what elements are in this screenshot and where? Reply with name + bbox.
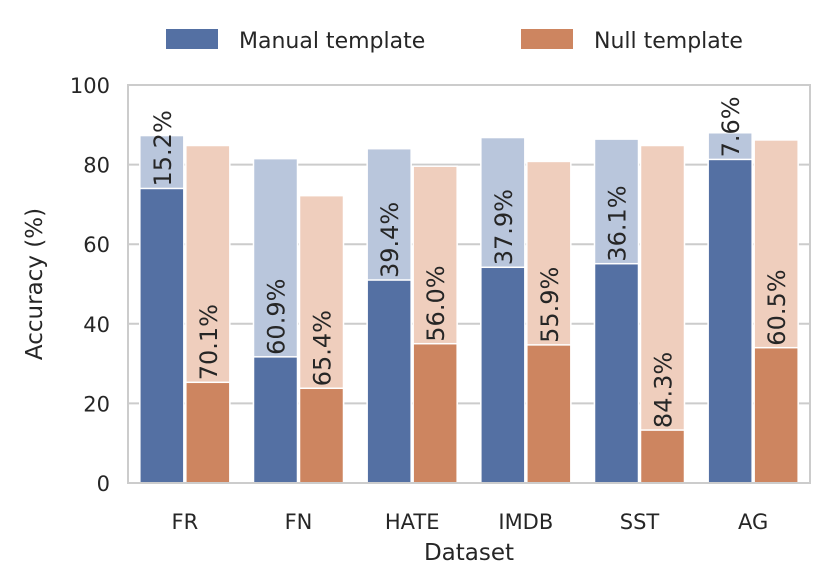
bar-label-manual-ag: 7.6% (717, 96, 745, 157)
bar-manual-fr (139, 187, 185, 484)
x-tick-labels: FR FN HATE IMDB SST AG (171, 510, 768, 534)
legend-swatch-null (521, 29, 573, 49)
bar-null-fr (185, 381, 231, 484)
bar-label-null-hate: 56.0% (422, 265, 450, 341)
legend-swatch-manual (166, 29, 218, 49)
bar-label-null-fr: 70.1% (195, 304, 223, 380)
bar-manual-fn (252, 356, 299, 484)
x-tick-ag: AG (738, 510, 768, 534)
y-tick-100: 100 (70, 74, 110, 98)
bar-label-manual-hate: 39.4% (376, 202, 404, 278)
bar-null-imdb (526, 344, 572, 484)
bar-null-hate (412, 342, 458, 484)
bar-label-manual-fr: 15.2% (149, 110, 177, 186)
bar-bg-null-sst (639, 144, 686, 484)
x-axis-title: Dataset (424, 540, 514, 566)
bar-manual-hate (366, 279, 412, 484)
x-tick-sst: SST (620, 510, 660, 534)
bar-label-manual-imdb: 37.9% (490, 189, 518, 265)
x-tick-fn: FN (285, 510, 313, 534)
y-tick-labels: 0 20 40 60 80 100 (70, 74, 110, 496)
legend-label-manual: Manual template (239, 29, 425, 54)
bar-label-null-sst: 84.3% (650, 352, 678, 428)
bar-null-fn (298, 387, 345, 484)
y-tick-20: 20 (83, 392, 110, 416)
bar-null-sst (639, 429, 686, 484)
legend-label-null: Null template (594, 29, 743, 54)
bar-labels: 15.2% 70.1% 60.9% 65.4% 39.4% 56.0% 37.9% 55.9%… (149, 96, 791, 428)
y-tick-0: 0 (97, 472, 110, 496)
plot-frame (127, 84, 811, 484)
bar-label-manual-fn: 60.9% (263, 279, 291, 355)
bar-label-null-imdb: 55.9% (536, 267, 564, 343)
x-tick-imdb: IMDB (498, 510, 553, 534)
bar-label-null-fn: 65.4% (309, 310, 337, 386)
y-axis-title: Accuracy (%) (22, 208, 48, 360)
y-tick-80: 80 (83, 154, 110, 178)
bar-label-manual-sst: 36.1% (604, 185, 632, 261)
bar-label-null-ag: 60.5% (763, 269, 791, 345)
bar-manual-imdb (480, 266, 526, 484)
y-tick-40: 40 (83, 313, 110, 337)
y-tick-60: 60 (83, 233, 110, 257)
legend: Manual template Null template (166, 29, 743, 54)
bar-manual-sst (593, 262, 640, 484)
bars (139, 132, 799, 484)
bar-null-ag (753, 346, 799, 484)
x-tick-hate: HATE (385, 510, 440, 534)
bar-manual-ag (707, 158, 753, 484)
x-tick-fr: FR (171, 510, 198, 534)
